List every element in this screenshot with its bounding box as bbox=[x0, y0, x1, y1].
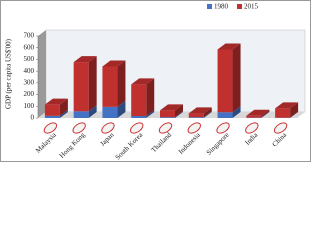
bar bbox=[217, 112, 233, 118]
bar-side bbox=[232, 106, 241, 118]
bar bbox=[73, 62, 89, 112]
bar-side bbox=[88, 105, 97, 118]
y-axis-label: GDP (per capita US$'00) bbox=[5, 38, 13, 109]
flag-icon bbox=[273, 122, 288, 134]
flag-icon bbox=[43, 122, 58, 134]
bar bbox=[275, 108, 291, 118]
flag-icon bbox=[158, 122, 173, 134]
bar-side bbox=[290, 102, 299, 118]
bar bbox=[160, 117, 175, 118]
bar bbox=[188, 117, 204, 118]
flag-icon bbox=[187, 122, 201, 134]
legend-label: 2015 bbox=[244, 3, 259, 11]
bar bbox=[160, 110, 175, 118]
bar-top bbox=[131, 78, 155, 85]
y-tick-label: 700 bbox=[24, 32, 35, 40]
y-tick-label: 300 bbox=[24, 78, 35, 86]
bar-side bbox=[203, 107, 212, 118]
bar-side bbox=[290, 111, 299, 118]
bar bbox=[102, 106, 118, 118]
bar-side bbox=[59, 98, 68, 116]
legend-swatch bbox=[207, 4, 212, 9]
bar-top bbox=[246, 109, 270, 116]
flag-icon bbox=[245, 122, 259, 134]
bar-top bbox=[44, 98, 68, 105]
bar-top bbox=[188, 107, 212, 114]
bar bbox=[131, 84, 147, 117]
legend-label: 1980 bbox=[214, 3, 229, 11]
bar bbox=[217, 49, 233, 113]
side-wall bbox=[38, 30, 46, 118]
bar bbox=[131, 116, 147, 118]
bar-side bbox=[232, 43, 241, 113]
chart: GDP (per capita US$'00) 0 100 200 300 400 500… bbox=[0, 0, 311, 162]
y-tick-label: 600 bbox=[24, 43, 35, 51]
bar-top bbox=[217, 43, 241, 50]
bar-top bbox=[102, 60, 126, 67]
bar-top bbox=[160, 104, 183, 111]
bar-side bbox=[261, 109, 270, 118]
bar bbox=[246, 115, 262, 118]
bar-side bbox=[203, 111, 212, 118]
bar bbox=[188, 113, 204, 118]
bar-side bbox=[175, 104, 183, 118]
bar-side bbox=[88, 56, 97, 112]
y-tick-label: 400 bbox=[24, 67, 35, 75]
y-tick-label: 0 bbox=[31, 114, 35, 122]
bar bbox=[73, 111, 89, 118]
bar-top bbox=[275, 102, 299, 109]
flag-icon bbox=[101, 122, 115, 134]
flag-icon bbox=[216, 122, 230, 134]
bar-side bbox=[59, 109, 68, 118]
bar-side bbox=[146, 110, 155, 118]
y-tick-label: 200 bbox=[24, 90, 35, 98]
bar-side bbox=[117, 60, 126, 107]
bar bbox=[44, 115, 60, 118]
legend-swatch bbox=[237, 4, 242, 9]
bar-top bbox=[73, 56, 97, 63]
y-tick-label: 100 bbox=[24, 102, 35, 110]
bar-side bbox=[117, 100, 126, 118]
bar-side bbox=[175, 111, 183, 118]
flag-icon bbox=[72, 122, 86, 134]
bar-side bbox=[261, 111, 270, 118]
y-tick-label: 500 bbox=[24, 55, 35, 63]
bar-side bbox=[146, 78, 155, 117]
flag-icon bbox=[130, 122, 144, 134]
bar bbox=[44, 104, 60, 116]
bar bbox=[102, 66, 118, 107]
